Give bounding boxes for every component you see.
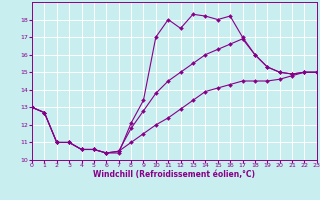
X-axis label: Windchill (Refroidissement éolien,°C): Windchill (Refroidissement éolien,°C) xyxy=(93,170,255,179)
